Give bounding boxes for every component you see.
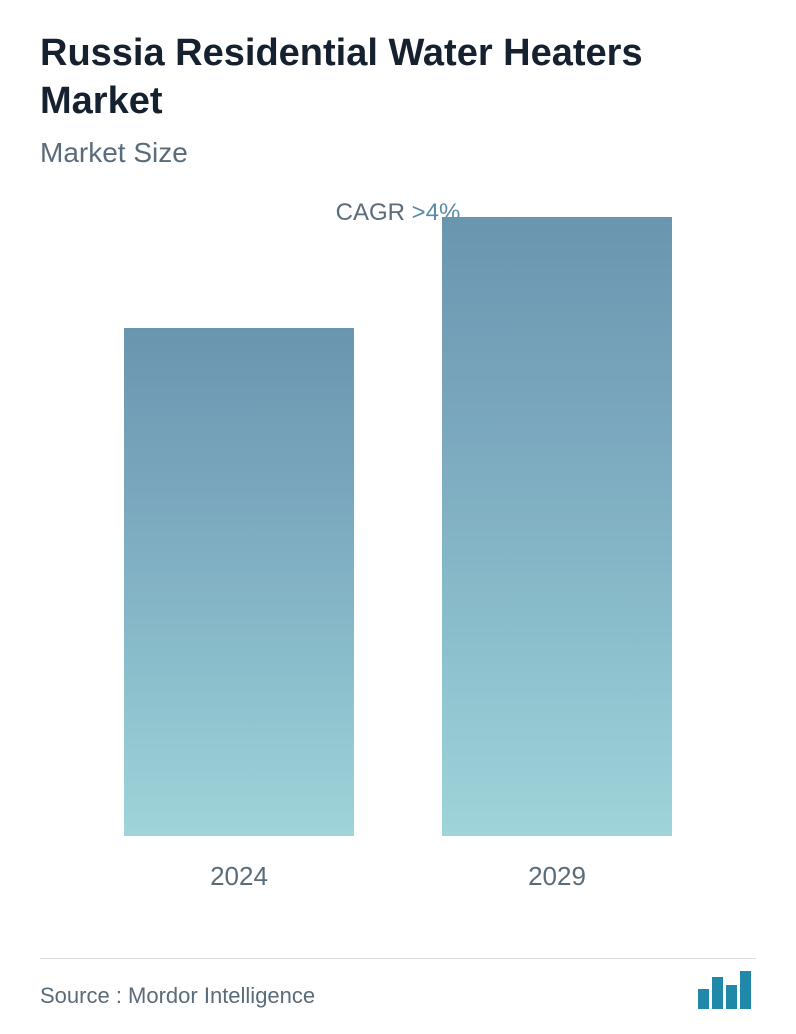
footer: Source : Mordor Intelligence	[40, 969, 756, 1009]
bar-group-2024: 2024	[109, 328, 369, 892]
bar-chart: 2024 2029	[40, 257, 756, 892]
cagr-label: CAGR	[336, 199, 412, 226]
footer-divider	[40, 958, 756, 959]
bar-group-2029: 2029	[427, 217, 687, 892]
bar-label-2024: 2024	[210, 861, 268, 892]
page-title: Russia Residential Water Heaters Market	[40, 30, 756, 125]
subtitle: Market Size	[40, 137, 756, 169]
bar-2024	[124, 328, 354, 836]
mordor-logo-icon	[696, 969, 756, 1009]
bar-label-2029: 2029	[528, 861, 586, 892]
source-text: Source : Mordor Intelligence	[40, 983, 315, 1009]
bar-2029	[442, 217, 672, 836]
